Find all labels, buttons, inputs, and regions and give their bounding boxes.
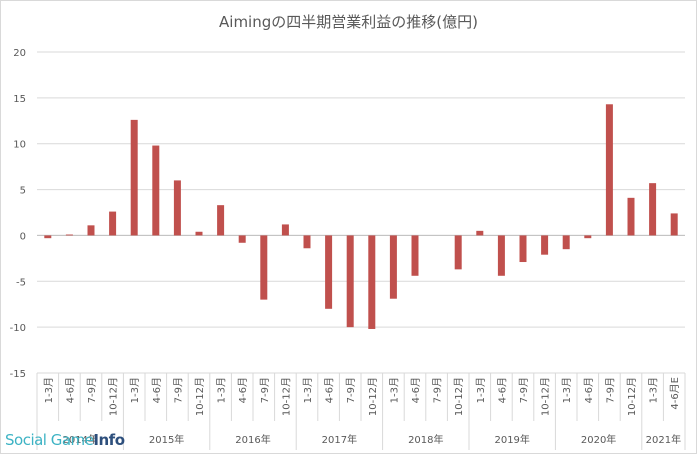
y-tick-label: -10	[10, 323, 26, 334]
year-label: 2016年	[235, 433, 270, 446]
year-label: 2017年	[322, 433, 357, 446]
category-label: 4-6月	[496, 377, 508, 403]
category-label: 10-12月	[108, 377, 120, 416]
category-label: 1-3月	[388, 377, 400, 403]
y-tick-label: -15	[10, 369, 26, 380]
bar	[260, 235, 268, 300]
category-label: 1-3月	[216, 377, 228, 403]
bar	[627, 197, 635, 236]
category-label: 1-3月	[475, 377, 487, 403]
bar	[325, 235, 333, 309]
bar	[541, 235, 549, 255]
category-label: 7-9月	[172, 377, 184, 403]
bar	[109, 211, 117, 236]
bar	[562, 235, 570, 250]
category-label: 4-6月	[324, 377, 336, 403]
bar	[130, 119, 138, 236]
bar	[44, 235, 52, 239]
bar	[238, 235, 246, 243]
category-label: 4-6月	[151, 377, 163, 403]
category-label: 4-6月	[583, 377, 595, 403]
y-tick-label: 10	[13, 140, 26, 151]
bar	[87, 225, 95, 236]
category-label: 1-3月	[302, 377, 314, 403]
category-label: 7-9月	[432, 377, 444, 403]
category-label: 1-3月	[648, 377, 660, 403]
category-label: 10-12月	[194, 377, 206, 416]
category-label: 4-6月	[64, 377, 76, 403]
bar	[670, 213, 678, 236]
category-label: 10-12月	[367, 377, 379, 416]
year-label: 2021年	[646, 433, 681, 446]
bar	[346, 235, 354, 328]
bar	[368, 235, 376, 329]
y-tick-label: 0	[20, 231, 26, 242]
year-label: 2014年	[62, 433, 97, 446]
bar	[497, 235, 505, 276]
category-label: 7-9月	[518, 377, 530, 403]
category-label: 7-9月	[604, 377, 616, 403]
category-label: 7-9月	[345, 377, 357, 403]
bar	[584, 235, 592, 239]
year-label: 2018年	[408, 433, 443, 446]
social-game-info-logo: Social GameInfo	[5, 431, 125, 449]
bar	[649, 183, 657, 236]
y-tick-label: 5	[20, 186, 26, 197]
year-label: 2015年	[149, 433, 184, 446]
bar	[217, 205, 225, 236]
category-label: 10-12月	[540, 377, 552, 416]
category-label: 4-6月	[237, 377, 249, 403]
category-label: 10-12月	[453, 377, 465, 416]
bar	[389, 235, 397, 299]
bar	[303, 235, 311, 249]
y-tick-label: 20	[13, 48, 26, 59]
category-label: 4-6月	[410, 377, 422, 403]
bar	[173, 180, 181, 236]
y-tick-label: 15	[13, 94, 26, 105]
bar	[605, 104, 613, 236]
y-tick-label: -5	[16, 277, 26, 288]
year-label: 2020年	[581, 433, 616, 446]
bar	[65, 234, 73, 236]
category-label: 7-9月	[259, 377, 271, 403]
bar	[195, 231, 203, 236]
chart-title: Aimingの四半期営業利益の推移(億円)	[219, 13, 478, 31]
category-label: 4-6月E	[669, 377, 681, 410]
bar	[281, 224, 289, 236]
category-label: 7-9月	[86, 377, 98, 403]
bar	[519, 235, 527, 263]
category-label: 10-12月	[280, 377, 292, 416]
category-label: 1-3月	[561, 377, 573, 403]
year-label: 2019年	[494, 433, 529, 446]
category-label: 10-12月	[626, 377, 638, 416]
bar	[454, 235, 462, 270]
logo-text-social-game: Social Game	[5, 431, 94, 449]
bar	[476, 230, 484, 236]
category-label: 1-3月	[43, 377, 55, 403]
bar	[152, 145, 160, 236]
bar	[411, 235, 419, 276]
category-label: 1-3月	[129, 377, 141, 403]
logo-text-info: Info	[93, 431, 125, 449]
